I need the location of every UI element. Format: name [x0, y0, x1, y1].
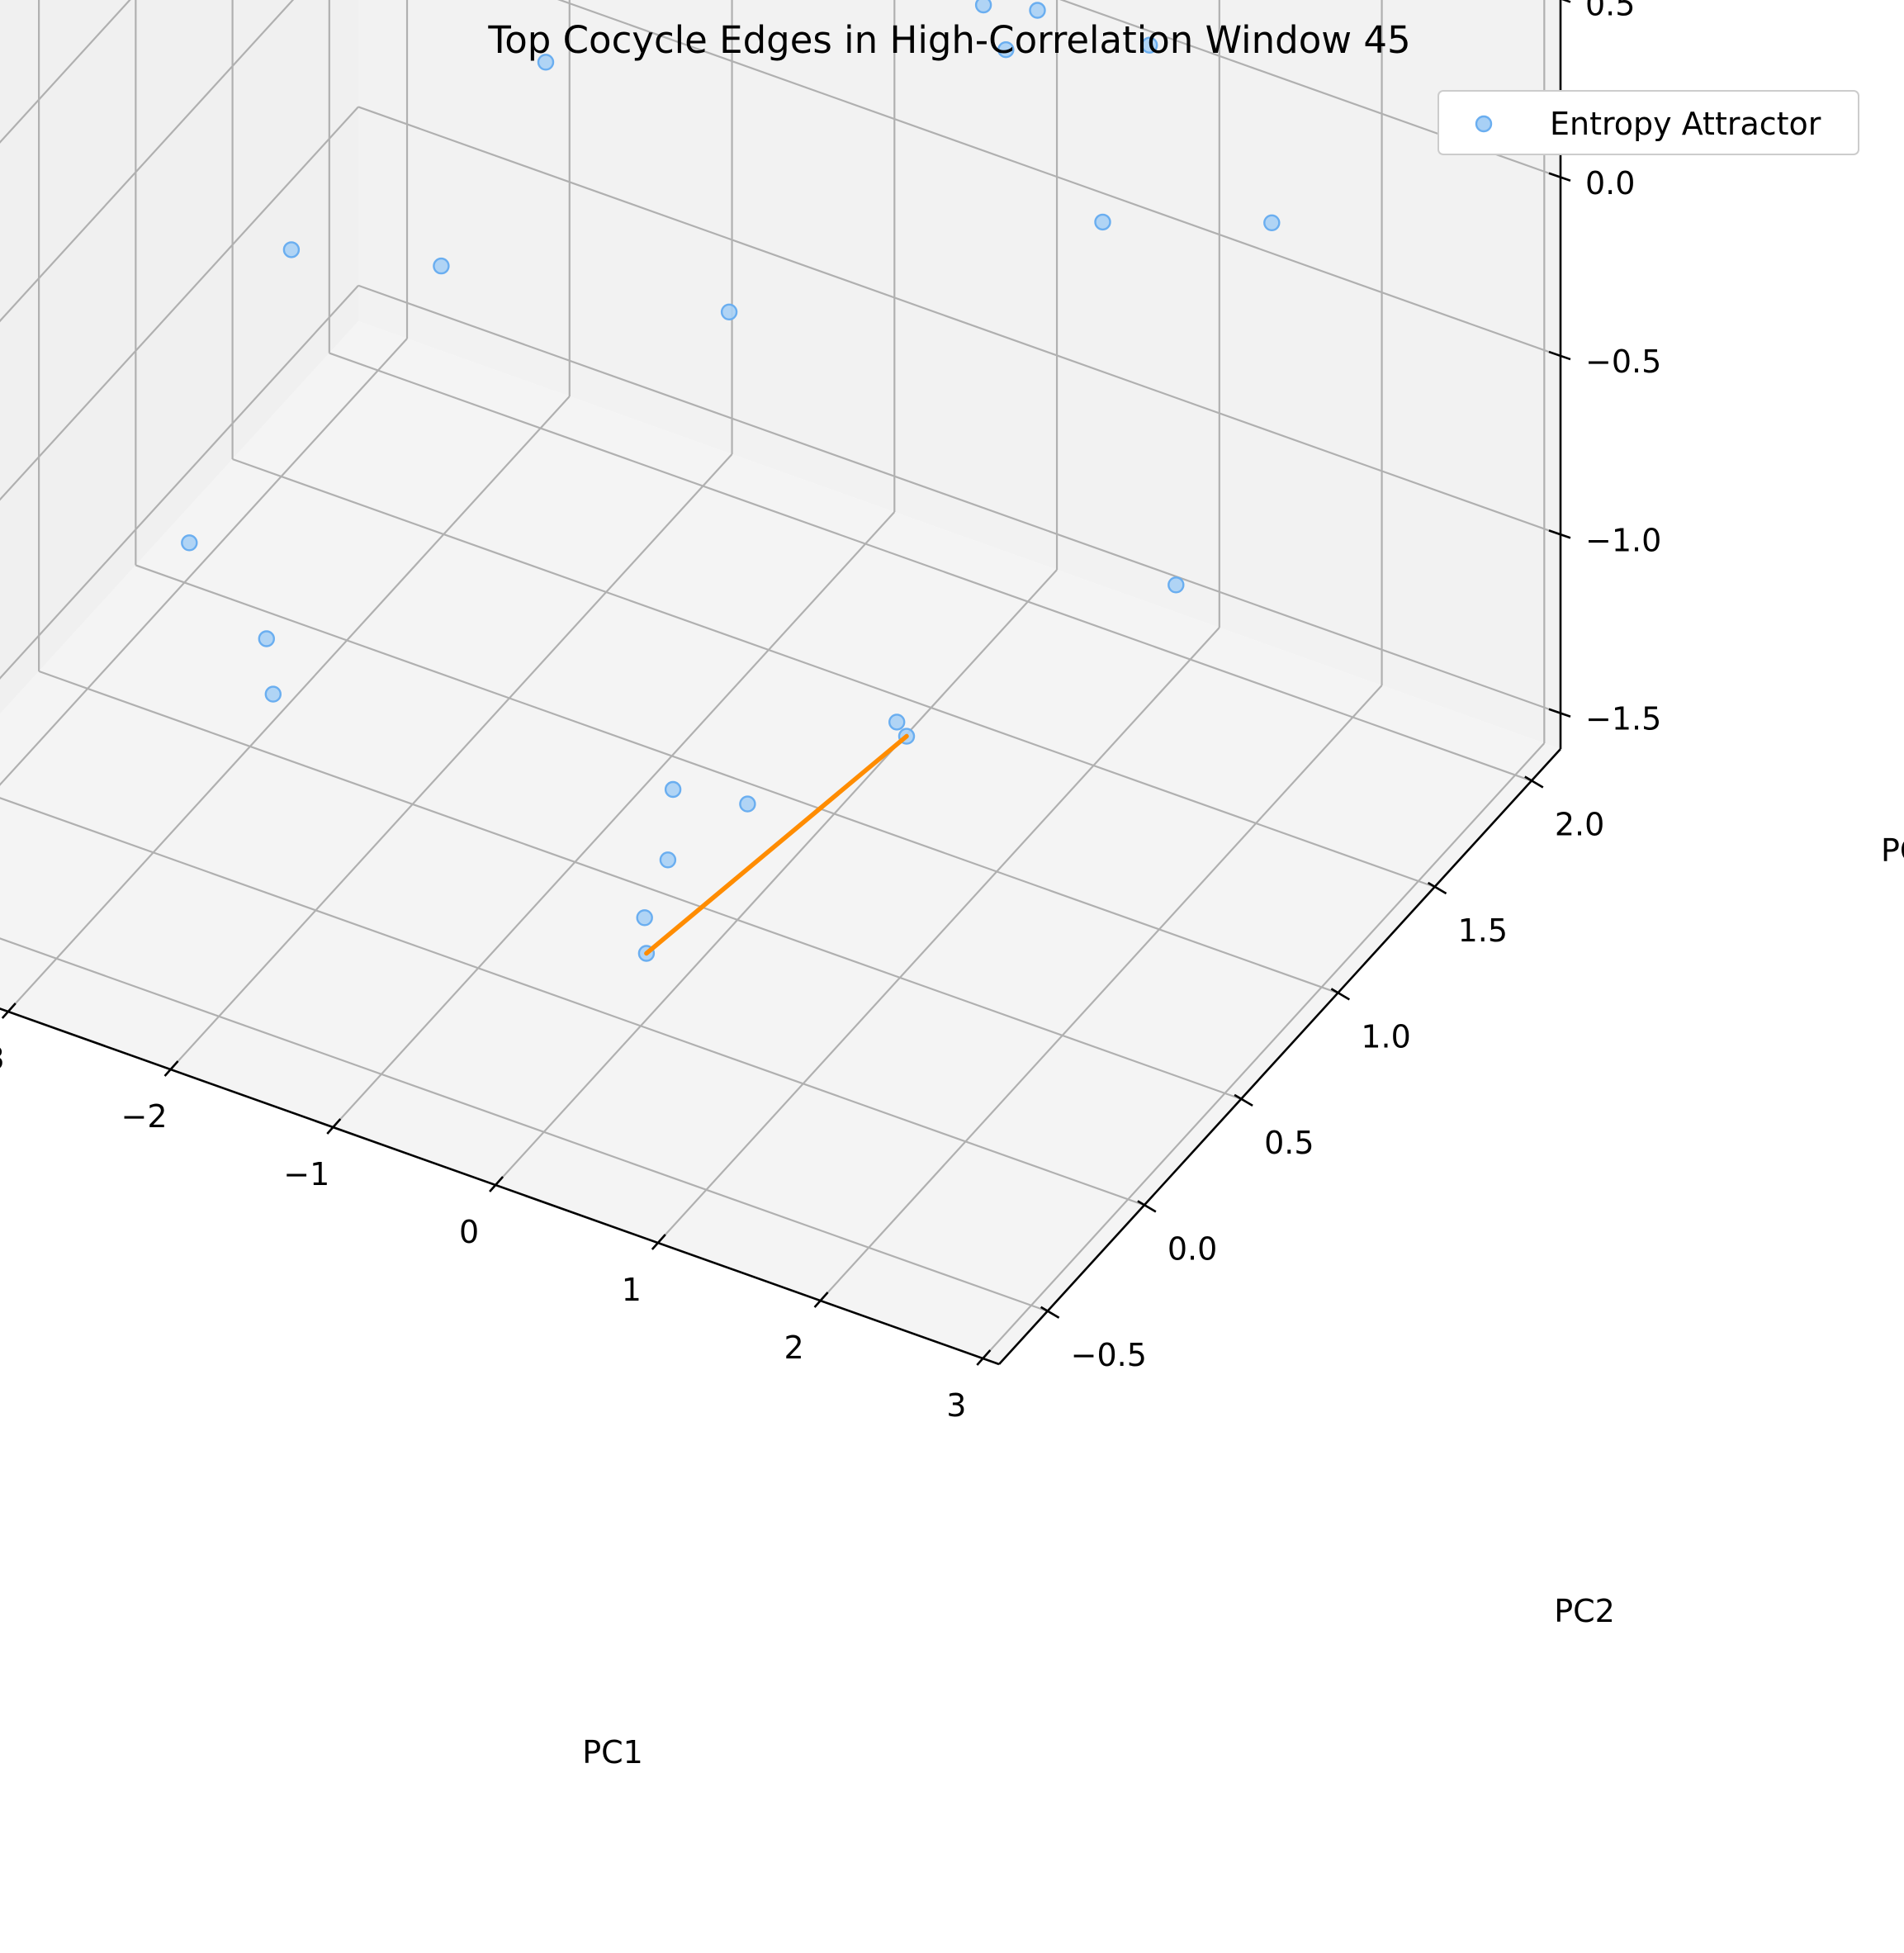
grid-line-z-back	[1059, 0, 1561, 178]
scatter-point	[264, 685, 282, 703]
scatter-point	[537, 54, 555, 71]
x-tick-label: 3	[946, 1387, 966, 1424]
grid-lines	[0, 0, 1561, 1359]
z-tick-label: −0.5	[1585, 344, 1661, 380]
scatter-point	[1263, 214, 1281, 231]
scatter-point	[258, 630, 275, 647]
y-tick-label: 2.0	[1555, 807, 1604, 843]
y-tick-mark	[1524, 775, 1544, 789]
y-tick-mark	[1137, 1200, 1157, 1213]
y-tick-mark	[1234, 1093, 1253, 1107]
grid-line-x-floor	[332, 511, 896, 1128]
legend-label: Entropy Attractor	[1550, 106, 1821, 142]
grid-line-z-back	[358, 106, 1561, 536]
z-axis-label: PC3	[1881, 832, 1904, 869]
grid-line-y-floor	[232, 457, 1435, 889]
x-tick-label: 2	[784, 1330, 803, 1366]
legend-box	[1437, 90, 1859, 155]
x-tick-label: 0	[459, 1214, 479, 1250]
x-tick-label: −1	[283, 1156, 329, 1192]
z-tick-label: −1.0	[1585, 522, 1661, 558]
grid-line-y-floor	[0, 937, 1048, 1312]
scatter-point	[1029, 2, 1046, 19]
grid-line-y-floor	[0, 797, 1145, 1206]
z-tick-label: −1.5	[1585, 701, 1661, 737]
x-tick-label: −3	[0, 1040, 5, 1077]
y-tick-label: 1.5	[1458, 913, 1508, 949]
y-tick-label: 0.5	[1264, 1125, 1314, 1161]
scatter-point	[636, 909, 653, 927]
grid-line-z-back	[557, 0, 1561, 358]
grid-line-z-left	[0, 284, 359, 680]
grid-line-z-left	[0, 0, 295, 323]
z-tick-label: 0.5	[1585, 0, 1635, 22]
z-tick-mark	[1548, 350, 1571, 361]
x-tick-mark	[163, 1060, 179, 1077]
grid-line-z-left	[0, 106, 359, 501]
x-tick-mark	[813, 1292, 829, 1308]
grid-line-z-left	[0, 0, 131, 144]
grid-line-x-floor	[7, 396, 571, 1012]
scatter-point	[997, 41, 1015, 59]
y-tick-label: −0.5	[1071, 1337, 1147, 1373]
legend: Entropy Attractor	[1437, 90, 1859, 155]
grid-line-x-floor	[982, 742, 1546, 1359]
scatter-point	[739, 795, 756, 813]
cocycle-edge	[644, 733, 909, 956]
grid-line-z-back	[358, 284, 1561, 714]
z-tick-mark	[1548, 708, 1571, 718]
y-tick-label: 0.0	[1168, 1230, 1217, 1267]
scatter-point	[433, 257, 450, 275]
x-axis-line	[0, 1007, 1000, 1366]
scatter-point	[1140, 36, 1158, 54]
y-tick-mark	[1427, 881, 1447, 895]
back-pane	[358, 0, 1561, 749]
chart-title: Top Cocycle Edges in High-Correlation Wi…	[487, 18, 1410, 62]
x-tick-label: −2	[121, 1098, 168, 1135]
grid-line-y-floor	[329, 352, 1532, 782]
scatter-point	[974, 0, 992, 14]
x-tick-mark	[326, 1118, 342, 1135]
scatter-point	[664, 780, 682, 799]
scatter-point	[1168, 576, 1185, 594]
z-tick-label: 0.0	[1585, 165, 1635, 201]
axis-lines	[0, 0, 1562, 1366]
left-pane	[0, 0, 358, 714]
grid-line-y-floor	[38, 670, 1242, 1100]
x-axis-label: PC1	[582, 1734, 643, 1770]
scatter-point	[181, 534, 198, 552]
scatter-point	[720, 303, 738, 320]
y-tick-mark	[1040, 1306, 1060, 1319]
grid-line-x-floor	[495, 569, 1058, 1186]
grid-line-y-floor	[135, 564, 1338, 994]
scatter-point	[659, 851, 677, 869]
z-tick-mark	[1561, 0, 1571, 3]
grid-line-x-floor	[0, 338, 408, 786]
grid-line-x-floor	[819, 685, 1383, 1301]
z-tick-mark	[1548, 529, 1571, 539]
tick-marks	[1, 0, 1571, 1366]
scatter-point	[888, 713, 906, 731]
series-layer	[181, 0, 1281, 962]
tick-labels: −4−3−2−10123−0.50.00.51.01.52.0−1.5−1.0−…	[0, 0, 1661, 1424]
x-tick-label: 1	[622, 1272, 642, 1308]
y-tick-mark	[1330, 988, 1351, 1001]
z-tick-mark	[1548, 172, 1571, 182]
y-tick-label: 1.0	[1361, 1018, 1410, 1055]
x-tick-mark	[1, 1003, 17, 1019]
legend-marker	[1475, 115, 1493, 133]
x-tick-mark	[976, 1349, 992, 1366]
scatter-point	[1094, 213, 1111, 231]
x-tick-mark	[651, 1234, 666, 1250]
grid-line-x-floor	[656, 627, 1220, 1244]
grid-line-x-floor	[169, 453, 733, 1070]
scatter-point	[282, 241, 301, 258]
y-axis-label: PC2	[1554, 1593, 1615, 1629]
x-tick-mark	[489, 1176, 504, 1192]
y-axis-line	[998, 748, 1561, 1365]
